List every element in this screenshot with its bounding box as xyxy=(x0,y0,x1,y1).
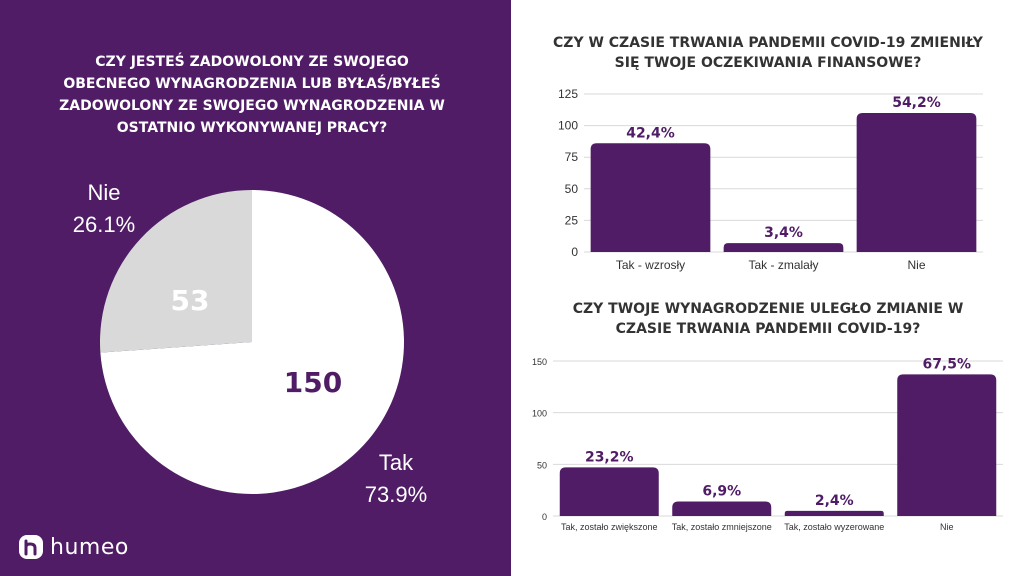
bar-data-label: 6,9% xyxy=(702,484,741,500)
bar-data-label: 42,4% xyxy=(626,125,675,141)
pie-percent-tak: 73.9% xyxy=(365,482,427,507)
pie-value-tak: 150 xyxy=(284,366,342,399)
left-panel: CZY JESTEŚ ZADOWOLONY ZE SWOJEGO OBECNEGO… xyxy=(0,0,511,576)
x-category-label: Tak, zostało wyzerowane xyxy=(784,522,884,532)
bar-data-label: 67,5% xyxy=(922,356,971,372)
x-category-label: Tak, zostało zmniejszone xyxy=(672,522,772,532)
y-tick-label: 50 xyxy=(565,182,579,196)
bar-data-label: 23,2% xyxy=(585,449,634,465)
bar xyxy=(723,243,844,252)
logo-text: humeo xyxy=(50,534,129,560)
pie-title-line: CZY JESTEŚ ZADOWOLONY ZE SWOJEGO xyxy=(95,52,409,70)
bar-data-label: 2,4% xyxy=(815,493,854,509)
bar-title-line: CZASIE TRWANIA PANDEMII COVID-19? xyxy=(616,321,921,337)
bar xyxy=(856,112,977,253)
pie-chart: CZY JESTEŚ ZADOWOLONY ZE SWOJEGO OBECNEGO… xyxy=(59,52,445,507)
y-tick-label: 100 xyxy=(532,409,547,419)
pie-title-line: OBECNEGO WYNAGRODZENIA LUB BYŁAŚ/BYŁEŚ xyxy=(63,74,440,92)
x-category-label: Tak, zostało zwiększone xyxy=(561,522,658,532)
y-tick-label: 125 xyxy=(558,87,578,101)
bar-data-label: 54,2% xyxy=(892,95,941,111)
pie-value-nie: 53 xyxy=(171,284,210,317)
x-category-label: Tak - wzrosły xyxy=(616,258,685,272)
bar xyxy=(559,467,659,516)
bar-chart-finansowe: CZY W CZASIE TRWANIA PANDEMII COVID-19 Z… xyxy=(553,35,984,272)
pie-label-nie: Nie xyxy=(87,180,120,205)
y-tick-label: 150 xyxy=(532,357,547,367)
humeo-logo-icon xyxy=(19,535,43,559)
bar xyxy=(897,374,997,516)
y-tick-label: 75 xyxy=(565,150,579,164)
x-category-label: Nie xyxy=(907,258,925,272)
x-category-label: Tak - zmalały xyxy=(748,258,818,272)
y-tick-label: 100 xyxy=(558,119,578,133)
bar xyxy=(672,501,772,516)
y-tick-label: 25 xyxy=(565,213,579,227)
pie-title-line: OSTATNIO WYKONYWANEJ PRACY? xyxy=(117,120,387,136)
pie-title-line: ZADOWOLONY ZE SWOJEGO WYNAGRODZENIA W xyxy=(59,98,445,114)
bar-chart-wynagrodzenie: CZY TWOJE WYNAGRODZENIE ULEGŁO ZMIANIE W… xyxy=(532,301,1003,532)
right-panel: CZY W CZASIE TRWANIA PANDEMII COVID-19 Z… xyxy=(511,0,1024,576)
bar xyxy=(590,143,711,252)
humeo-logo: humeo xyxy=(18,534,129,560)
bar-title-line: CZY TWOJE WYNAGRODZENIE ULEGŁO ZMIANIE W xyxy=(573,301,964,317)
y-tick-label: 50 xyxy=(537,460,547,470)
bar-data-label: 3,4% xyxy=(764,225,803,241)
y-tick-label: 0 xyxy=(542,512,547,522)
pie-slice-nie xyxy=(100,190,253,353)
pie-label-tak: Tak xyxy=(379,450,414,475)
y-tick-label: 0 xyxy=(571,245,578,259)
bar-title-line: CZY W CZASIE TRWANIA PANDEMII COVID-19 Z… xyxy=(553,35,984,51)
bar xyxy=(784,510,884,516)
pie-slice-tak xyxy=(100,190,404,494)
pie-percent-nie: 26.1% xyxy=(73,212,135,237)
x-category-label: Nie xyxy=(940,522,954,532)
bar-title-line: SIĘ TWOJE OCZEKIWANIA FINANSOWE? xyxy=(615,55,922,71)
